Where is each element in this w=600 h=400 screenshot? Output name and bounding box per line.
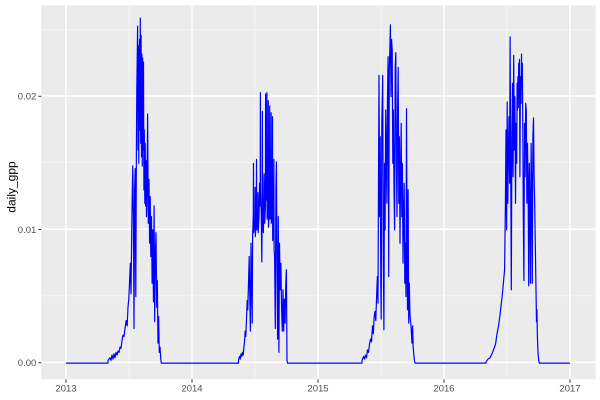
- svg-text:0.01: 0.01: [18, 225, 37, 236]
- svg-text:2015: 2015: [307, 384, 328, 395]
- svg-text:0.00: 0.00: [18, 358, 37, 369]
- svg-text:2013: 2013: [55, 384, 76, 395]
- svg-text:daily_gpp: daily_gpp: [5, 161, 19, 213]
- svg-text:0.02: 0.02: [18, 92, 37, 103]
- svg-text:2017: 2017: [559, 384, 580, 395]
- svg-text:2016: 2016: [433, 384, 454, 395]
- svg-text:2014: 2014: [181, 384, 202, 395]
